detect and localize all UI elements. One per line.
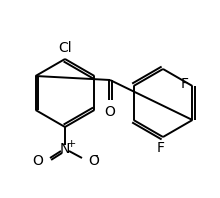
Text: O: O bbox=[104, 105, 116, 119]
Text: F: F bbox=[180, 77, 189, 91]
Text: O: O bbox=[32, 154, 43, 168]
Text: +: + bbox=[66, 139, 76, 149]
Text: -: - bbox=[94, 149, 98, 163]
Text: F: F bbox=[157, 141, 165, 155]
Text: Cl: Cl bbox=[58, 41, 72, 55]
Text: N: N bbox=[60, 142, 70, 156]
Text: O: O bbox=[88, 154, 99, 168]
